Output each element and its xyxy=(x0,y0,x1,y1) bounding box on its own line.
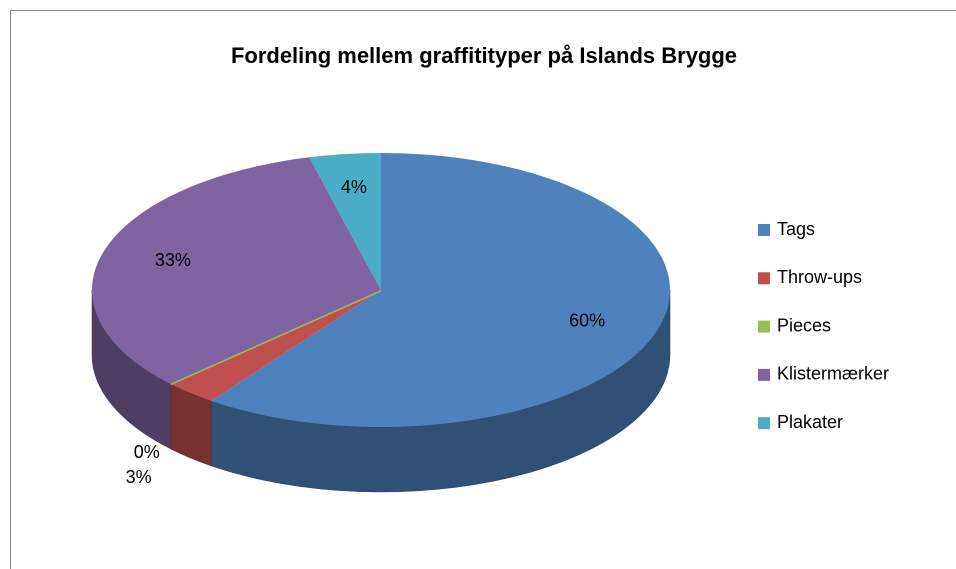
legend-label: Tags xyxy=(777,219,815,239)
legend-swatch xyxy=(758,272,770,285)
data-label: 0% xyxy=(134,442,160,462)
legend-swatch xyxy=(758,224,770,236)
data-label: 60% xyxy=(569,311,605,331)
data-label: 4% xyxy=(341,177,367,197)
legend-swatch xyxy=(758,417,770,430)
legend-label: Klistermærker xyxy=(777,364,889,384)
legend-swatch xyxy=(758,368,770,381)
chart-title: Fordeling mellem graffitityper på Island… xyxy=(231,43,737,68)
data-label: 33% xyxy=(155,250,191,270)
pie-slice xyxy=(92,157,382,384)
legend-swatch xyxy=(758,320,770,333)
data-label: 3% xyxy=(126,467,152,487)
legend-label: Pieces xyxy=(777,315,831,335)
pie-slice xyxy=(170,290,381,401)
pie-slice xyxy=(309,153,381,290)
legend-label: Throw-ups xyxy=(777,267,862,287)
legend-label: Plakater xyxy=(777,412,843,432)
pie-slice xyxy=(211,153,670,427)
chart-border xyxy=(10,10,956,569)
